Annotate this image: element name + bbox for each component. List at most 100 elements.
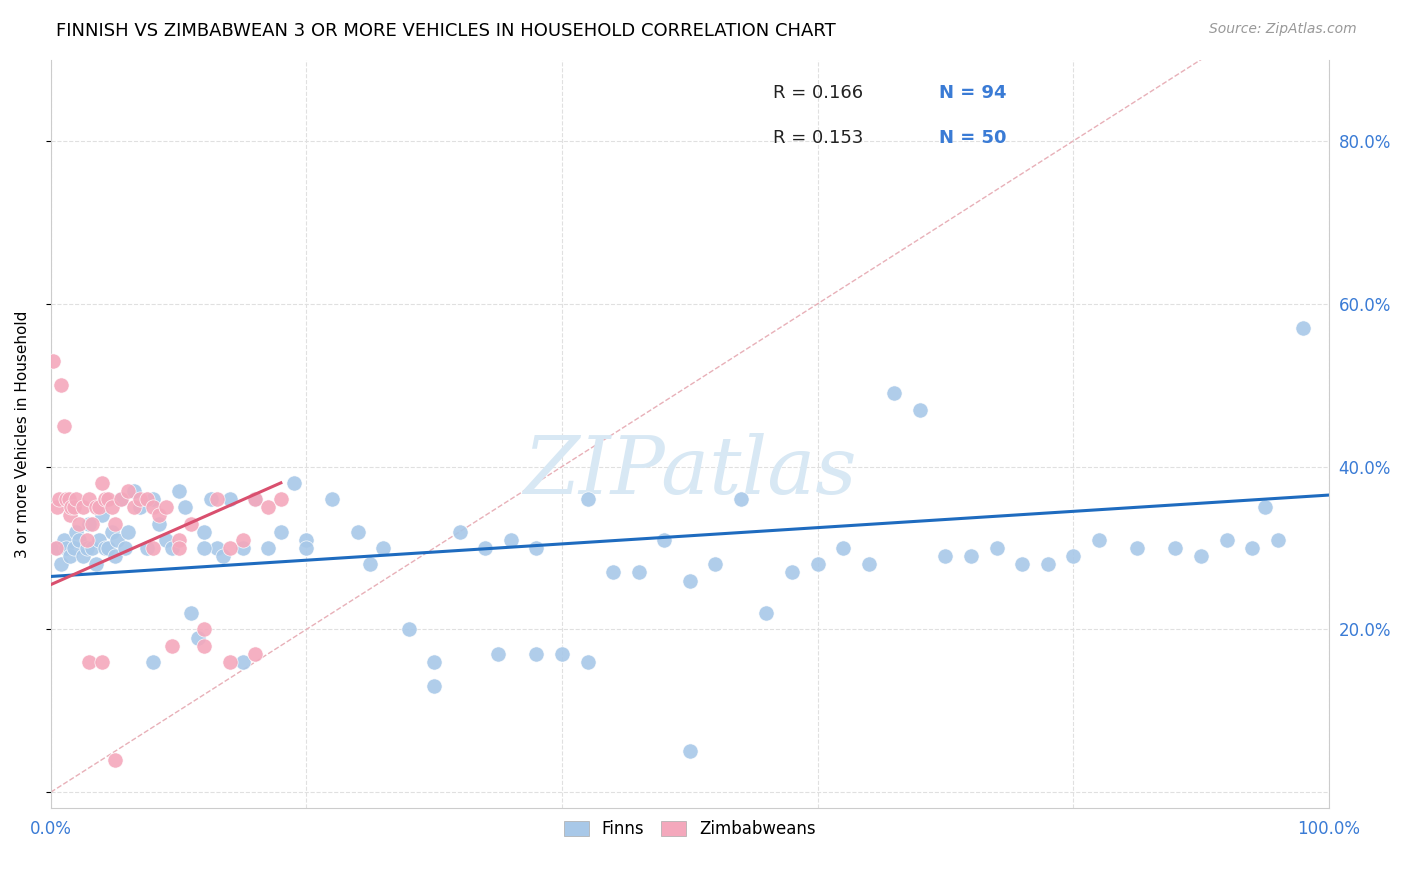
Point [59,508,82,523]
Point [55,541,77,555]
Point [80,516,103,531]
Point [1087,533,1109,547]
Point [1292,321,1315,335]
Point [46,541,69,555]
Point [576,492,599,507]
Point [218,492,240,507]
Point [1254,500,1277,515]
Point [77,492,100,507]
Point [84,500,107,515]
Point [110,492,132,507]
Point [162,541,184,555]
Point [200,492,222,507]
Point [807,558,830,572]
Point [105,533,128,547]
Point [122,500,145,515]
Point [174,500,197,515]
Point [270,524,292,539]
Point [231,541,253,555]
Point [205,541,228,555]
Point [52,418,75,433]
Point [576,655,599,669]
Point [1062,549,1084,563]
Point [832,541,855,555]
Point [67,516,90,531]
Point [346,524,368,539]
Point [960,549,983,563]
Point [155,500,177,515]
Point [231,533,253,547]
Point [63,541,86,555]
Point [77,655,100,669]
Point [122,483,145,498]
Point [135,492,157,507]
Point [423,679,446,693]
Text: N = 94: N = 94 [939,85,1007,103]
Point [129,500,152,515]
Point [72,549,94,563]
Point [180,606,202,620]
Point [55,492,77,507]
Point [42,353,65,368]
Point [117,524,139,539]
Point [180,516,202,531]
Point [193,623,215,637]
Point [883,386,905,401]
Text: Source: ZipAtlas.com: Source: ZipAtlas.com [1209,22,1357,37]
Point [193,541,215,555]
Point [218,655,240,669]
Point [129,492,152,507]
Point [398,623,420,637]
Point [679,744,702,758]
Point [1036,558,1059,572]
Point [142,541,165,555]
Point [91,475,114,490]
Point [486,647,509,661]
Point [67,533,90,547]
Text: R = 0.166: R = 0.166 [773,85,863,103]
Point [218,541,240,555]
Point [142,492,165,507]
Point [76,533,98,547]
Point [704,558,727,572]
Text: ZIPatlas: ZIPatlas [523,433,856,510]
Point [65,524,87,539]
Point [1215,533,1237,547]
Point [93,492,115,507]
Point [142,655,165,669]
Point [104,753,127,767]
Point [1267,533,1289,547]
Point [193,524,215,539]
Y-axis label: 3 or more Vehicles in Household: 3 or more Vehicles in Household [15,310,30,558]
Point [104,549,127,563]
Point [84,558,107,572]
Point [551,647,574,661]
Text: N = 50: N = 50 [939,129,1007,147]
Point [110,492,132,507]
Point [934,549,956,563]
Point [114,541,136,555]
Point [89,500,111,515]
Point [245,492,267,507]
Point [49,558,72,572]
Point [91,508,114,523]
Point [1241,541,1264,555]
Point [155,533,177,547]
Point [52,533,75,547]
Point [193,639,215,653]
Point [162,639,184,653]
Point [63,500,86,515]
Point [60,500,83,515]
Point [58,492,80,507]
Point [1189,549,1212,563]
Point [679,574,702,588]
Point [77,516,100,531]
Point [148,508,170,523]
Point [1164,541,1187,555]
Point [167,483,190,498]
Point [908,402,931,417]
Text: R = 0.153: R = 0.153 [773,129,863,147]
Point [93,541,115,555]
Point [117,483,139,498]
Point [231,655,253,669]
